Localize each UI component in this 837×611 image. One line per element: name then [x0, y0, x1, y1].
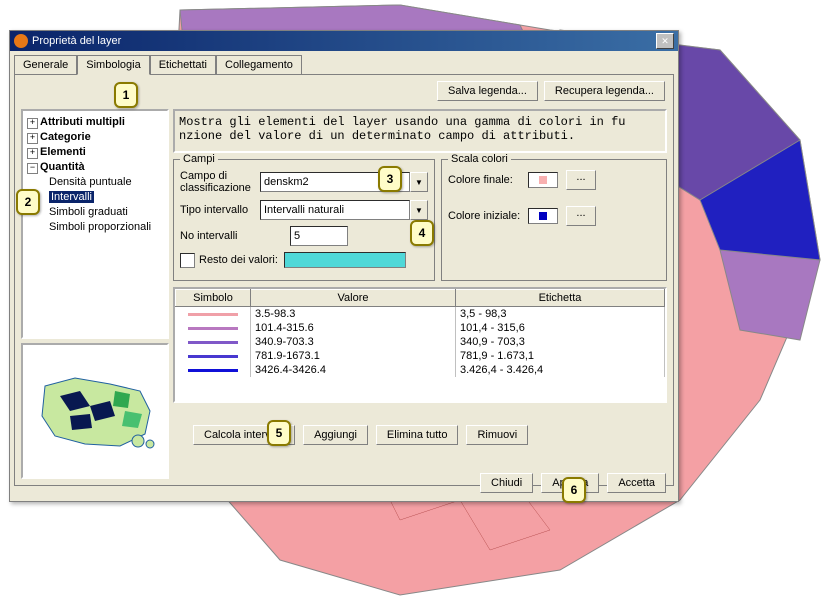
- chevron-down-icon[interactable]: ▼: [410, 172, 428, 192]
- tree-node[interactable]: Elementi: [40, 146, 86, 158]
- table-header[interactable]: Valore: [251, 290, 456, 307]
- num-intervals-input[interactable]: [290, 226, 348, 246]
- close-icon[interactable]: ✕: [656, 33, 674, 49]
- label-interval-type: Tipo intervallo: [180, 204, 260, 216]
- accept-button[interactable]: Accetta: [607, 473, 666, 493]
- tab-link[interactable]: Collegamento: [216, 55, 302, 74]
- label-num-intervals: No intervalli: [180, 230, 290, 242]
- callout-3: 3: [378, 166, 402, 192]
- final-color-swatch: [528, 172, 558, 188]
- tree-node[interactable]: Attributi multipli: [40, 116, 125, 128]
- tab-symbology[interactable]: Simbologia: [77, 55, 149, 75]
- load-legend-button[interactable]: Recupera legenda...: [544, 81, 665, 101]
- tree-node[interactable]: Quantità: [40, 161, 85, 173]
- table-header[interactable]: Simbolo: [176, 290, 251, 307]
- titlebar: Proprietà del layer ✕: [10, 31, 678, 51]
- save-legend-button[interactable]: Salva legenda...: [437, 81, 538, 101]
- label-classification-field: Campo di classificazione: [180, 170, 260, 194]
- remove-button[interactable]: Rimuovi: [466, 425, 528, 445]
- tree-child[interactable]: Densità puntuale: [27, 175, 163, 190]
- initial-color-swatch: [528, 208, 558, 224]
- intervals-table[interactable]: Simbolo Valore Etichetta 3.5-98.33,5 - 9…: [173, 287, 667, 403]
- app-icon: [14, 34, 28, 48]
- callout-6: 6: [562, 477, 586, 503]
- rest-values-color[interactable]: [284, 252, 406, 268]
- fieldset-title: Campi: [180, 153, 218, 165]
- callout-2: 2: [16, 189, 40, 215]
- layer-properties-dialog: Proprietà del layer ✕ Generale Simbologi…: [9, 30, 679, 502]
- window-title: Proprietà del layer: [32, 35, 656, 47]
- callout-4: 4: [410, 220, 434, 246]
- interval-type-combo[interactable]: [260, 200, 410, 220]
- tree-child[interactable]: Simboli graduati: [27, 205, 163, 220]
- callout-5: 5: [267, 420, 291, 446]
- table-row[interactable]: 101.4-315.6101,4 - 315,6: [176, 321, 665, 335]
- fieldset-title: Scala colori: [448, 153, 511, 165]
- label-rest-values: Resto dei valori:: [199, 254, 278, 266]
- delete-all-button[interactable]: Elimina tutto: [376, 425, 459, 445]
- table-row[interactable]: 3426.4-3426.43.426,4 - 3.426,4: [176, 363, 665, 377]
- table-header[interactable]: Etichetta: [456, 290, 665, 307]
- tree-node[interactable]: Categorie: [40, 131, 91, 143]
- tab-general[interactable]: Generale: [14, 55, 77, 74]
- label-initial-color: Colore iniziale:: [448, 210, 528, 222]
- tab-strip: Generale Simbologia Etichettati Collegam…: [14, 55, 674, 74]
- tree-child[interactable]: Simboli proporzionali: [27, 220, 163, 235]
- rest-values-checkbox[interactable]: [180, 253, 195, 268]
- tab-panel: Salva legenda... Recupera legenda... +At…: [14, 74, 674, 486]
- table-row[interactable]: 3.5-98.33,5 - 98,3: [176, 307, 665, 322]
- close-button[interactable]: Chiudi: [480, 473, 533, 493]
- table-row[interactable]: 781.9-1673.1781,9 - 1.673,1: [176, 349, 665, 363]
- table-row[interactable]: 340.9-703.3340,9 - 703,3: [176, 335, 665, 349]
- callout-1: 1: [114, 82, 138, 108]
- add-button[interactable]: Aggiungi: [303, 425, 368, 445]
- preview-thumbnail: [21, 343, 169, 479]
- tab-labels[interactable]: Etichettati: [150, 55, 216, 74]
- color-scale-fieldset: Scala colori Colore finale: ... Colore i…: [441, 159, 667, 281]
- initial-color-button[interactable]: ...: [566, 206, 596, 226]
- label-final-color: Colore finale:: [448, 174, 528, 186]
- chevron-down-icon[interactable]: ▼: [410, 200, 428, 220]
- tree-child-selected[interactable]: Intervalli: [49, 191, 94, 203]
- final-color-button[interactable]: ...: [566, 170, 596, 190]
- symbology-tree[interactable]: +Attributi multipli +Categorie +Elementi…: [21, 109, 169, 339]
- description-text: Mostra gli elementi del layer usando una…: [173, 109, 667, 153]
